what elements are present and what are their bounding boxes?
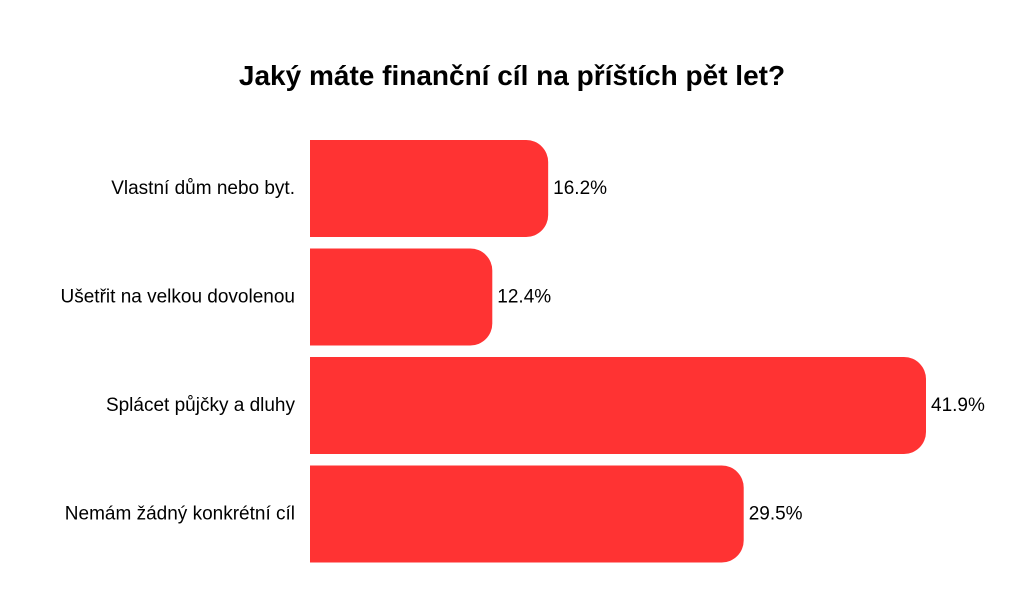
value-label: 41.9% [931, 395, 985, 416]
chart-title: Jaký máte finanční cíl na příštích pět l… [238, 60, 786, 91]
bar-4 [310, 465, 744, 563]
category-label: Nemám žádný konkrétní cíl [65, 504, 295, 525]
bars-layer [310, 140, 926, 563]
value-label: 12.4% [497, 287, 551, 308]
category-label: Vlastní dům nebo byt. [111, 178, 295, 199]
bar-1 [310, 140, 549, 238]
value-label: 16.2% [553, 178, 607, 199]
bar-2 [310, 248, 493, 346]
value-label: 29.5% [749, 504, 803, 525]
labels-layer: Vlastní dům nebo byt. 16.2% Ušetřit na vel… [61, 178, 985, 525]
category-label: Splácet půjčky a dluhy [106, 395, 296, 416]
bar-3 [310, 357, 926, 454]
category-label: Ušetřit na velkou dovolenou [61, 287, 295, 308]
